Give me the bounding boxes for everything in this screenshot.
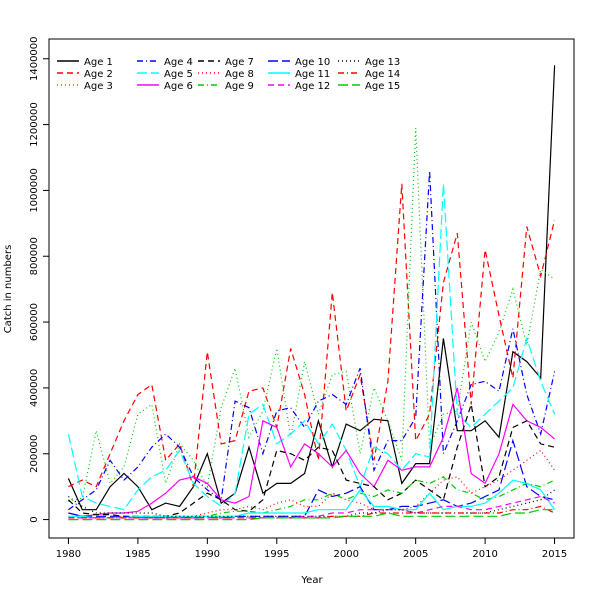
y-tick-label: 800000 — [29, 237, 40, 275]
x-tick-label: 2015 — [542, 549, 567, 560]
series-line-age-6 — [68, 387, 555, 517]
y-tick-label: 200000 — [29, 435, 40, 473]
y-tick-label: 600000 — [29, 303, 40, 341]
y-tick-label: 1200000 — [29, 102, 40, 147]
series-line-age-7 — [67, 404, 555, 517]
series-line-age-3 — [68, 127, 555, 503]
x-axis: 1980 1985 1990 1995 2000 2005 2010 2015 — [56, 538, 567, 560]
series-line-age-2 — [68, 183, 556, 488]
series-line-age-11 — [68, 479, 556, 519]
series-lines — [67, 65, 556, 521]
legend-label: Age 15 — [365, 81, 400, 92]
y-tick-label: 0 — [29, 516, 40, 522]
series-line-age-13 — [68, 489, 555, 517]
series-line-age-5 — [67, 183, 556, 511]
legend-label: Age 1 — [84, 57, 113, 68]
legend-label: Age 2 — [84, 69, 113, 80]
series-line-age-4 — [68, 170, 556, 511]
x-tick-label: 1985 — [125, 549, 150, 560]
x-tick-label: 2000 — [333, 549, 358, 560]
legend-label: Age 14 — [365, 69, 400, 80]
x-tick-label: 1980 — [56, 549, 81, 560]
legend-label: Age 4 — [164, 57, 193, 68]
legend-label: Age 6 — [164, 81, 193, 92]
legend-label: Age 9 — [225, 81, 254, 92]
series-line-age-10 — [68, 438, 555, 519]
legend-label: Age 3 — [84, 81, 113, 92]
legend-label: Age 13 — [365, 57, 400, 68]
series-line-age-12 — [68, 495, 555, 519]
plot-frame — [48, 38, 575, 539]
legend-label: Age 8 — [225, 69, 254, 80]
y-axis-title: Catch in numbers — [3, 245, 14, 334]
x-tick-label: 2005 — [403, 549, 428, 560]
legend-label: Age 10 — [295, 57, 330, 68]
legend-label: Age 12 — [295, 81, 330, 92]
y-tick-label: 1400000 — [29, 36, 40, 81]
legend-label: Age 11 — [295, 69, 330, 80]
x-tick-label: 1995 — [264, 549, 289, 560]
legend-label: Age 7 — [225, 57, 254, 68]
series-line-age-1 — [67, 65, 556, 511]
series-line-age-8 — [68, 449, 556, 519]
x-axis-title: Year — [300, 575, 323, 586]
x-tick-label: 1990 — [195, 549, 220, 560]
x-tick-label: 2010 — [472, 549, 497, 560]
y-axis: 0 200000 400000 600000 800000 1000000 1200000 1… — [29, 36, 49, 523]
legend-label: Age 5 — [164, 69, 193, 80]
y-tick-label: 400000 — [29, 369, 40, 407]
y-tick-label: 1000000 — [29, 168, 40, 213]
series-line-age-15 — [68, 509, 555, 521]
